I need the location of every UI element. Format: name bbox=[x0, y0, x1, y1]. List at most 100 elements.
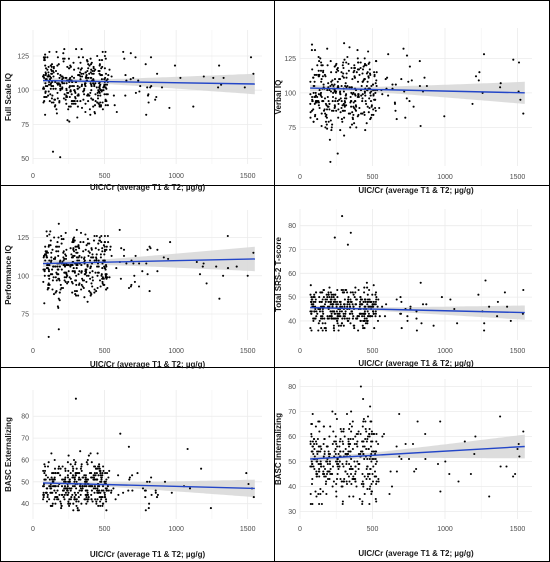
data-point bbox=[58, 76, 61, 79]
data-point bbox=[84, 110, 87, 114]
data-point bbox=[341, 75, 344, 78]
data-point bbox=[77, 294, 80, 297]
y-tick-label: 50 bbox=[21, 479, 29, 486]
data-point bbox=[124, 94, 127, 97]
data-point bbox=[374, 82, 377, 85]
y-tick-label: 50 bbox=[288, 295, 296, 302]
data-point bbox=[314, 91, 317, 94]
data-point bbox=[322, 455, 325, 458]
data-point bbox=[83, 296, 86, 299]
data-point bbox=[352, 437, 355, 441]
data-point bbox=[316, 95, 319, 99]
data-point bbox=[124, 74, 127, 77]
data-point bbox=[115, 110, 118, 114]
data-point bbox=[424, 432, 427, 436]
data-point bbox=[46, 496, 49, 499]
data-point bbox=[326, 445, 329, 448]
data-point bbox=[66, 489, 69, 492]
data-point bbox=[368, 427, 371, 431]
data-point bbox=[44, 82, 47, 85]
data-point bbox=[335, 495, 338, 498]
data-point bbox=[374, 457, 377, 461]
data-point bbox=[75, 48, 78, 51]
data-point bbox=[96, 487, 99, 490]
data-point bbox=[101, 472, 104, 475]
data-point bbox=[88, 290, 91, 293]
data-point bbox=[59, 474, 62, 477]
data-point bbox=[66, 461, 69, 464]
data-point bbox=[313, 442, 316, 446]
data-point bbox=[415, 310, 418, 313]
data-point bbox=[351, 420, 354, 423]
data-point bbox=[340, 322, 344, 325]
regression-line bbox=[43, 79, 255, 85]
data-point bbox=[48, 50, 51, 53]
data-point bbox=[85, 485, 88, 488]
data-point bbox=[377, 480, 380, 483]
data-point bbox=[52, 478, 55, 481]
data-point bbox=[364, 300, 367, 303]
data-point bbox=[372, 113, 375, 116]
data-point bbox=[86, 498, 89, 501]
data-point bbox=[88, 472, 92, 475]
data-point bbox=[355, 298, 358, 301]
data-point bbox=[87, 454, 90, 457]
data-point bbox=[310, 49, 313, 52]
data-point bbox=[72, 270, 75, 273]
data-point bbox=[400, 300, 403, 303]
data-point bbox=[45, 230, 48, 233]
data-point bbox=[519, 98, 522, 101]
data-point bbox=[420, 322, 423, 325]
data-point bbox=[93, 485, 96, 488]
data-point bbox=[72, 476, 76, 479]
data-point bbox=[82, 279, 86, 282]
data-point bbox=[348, 422, 351, 426]
data-point bbox=[348, 467, 351, 471]
data-point bbox=[71, 485, 75, 488]
data-point bbox=[331, 95, 335, 99]
data-point bbox=[76, 87, 79, 90]
data-point bbox=[364, 420, 367, 423]
data-point bbox=[354, 109, 358, 112]
data-point bbox=[86, 491, 89, 494]
data-point bbox=[101, 280, 104, 283]
data-point bbox=[350, 91, 353, 94]
data-point bbox=[341, 317, 344, 320]
y-tick-label: 30 bbox=[288, 509, 296, 516]
data-point bbox=[337, 102, 340, 105]
data-point bbox=[387, 53, 390, 56]
data-point bbox=[372, 312, 375, 315]
data-point bbox=[340, 430, 343, 433]
data-point bbox=[245, 472, 248, 475]
data-point bbox=[44, 71, 47, 74]
data-point bbox=[366, 310, 369, 313]
data-point bbox=[313, 447, 316, 451]
data-point bbox=[329, 425, 332, 428]
data-point bbox=[372, 300, 375, 303]
regression-line bbox=[43, 482, 255, 490]
data-point bbox=[43, 472, 46, 475]
y-axis-label: Total SRS-2 T-score bbox=[274, 236, 283, 312]
data-point bbox=[312, 452, 315, 456]
data-point bbox=[367, 312, 370, 315]
data-point bbox=[311, 95, 314, 99]
data-point bbox=[368, 68, 371, 71]
data-point bbox=[330, 298, 333, 301]
data-point bbox=[168, 106, 171, 109]
data-point bbox=[347, 437, 350, 441]
data-point bbox=[326, 477, 330, 481]
data-point bbox=[334, 317, 337, 320]
data-point bbox=[78, 282, 81, 285]
data-point bbox=[102, 465, 105, 468]
data-point bbox=[367, 50, 370, 53]
data-point bbox=[93, 478, 96, 481]
data-point bbox=[400, 457, 403, 461]
data-point bbox=[362, 452, 365, 456]
data-point bbox=[368, 472, 371, 476]
data-point bbox=[356, 445, 359, 448]
data-point bbox=[320, 327, 323, 330]
data-point bbox=[340, 100, 343, 103]
data-point bbox=[331, 123, 334, 126]
data-point bbox=[329, 310, 332, 313]
